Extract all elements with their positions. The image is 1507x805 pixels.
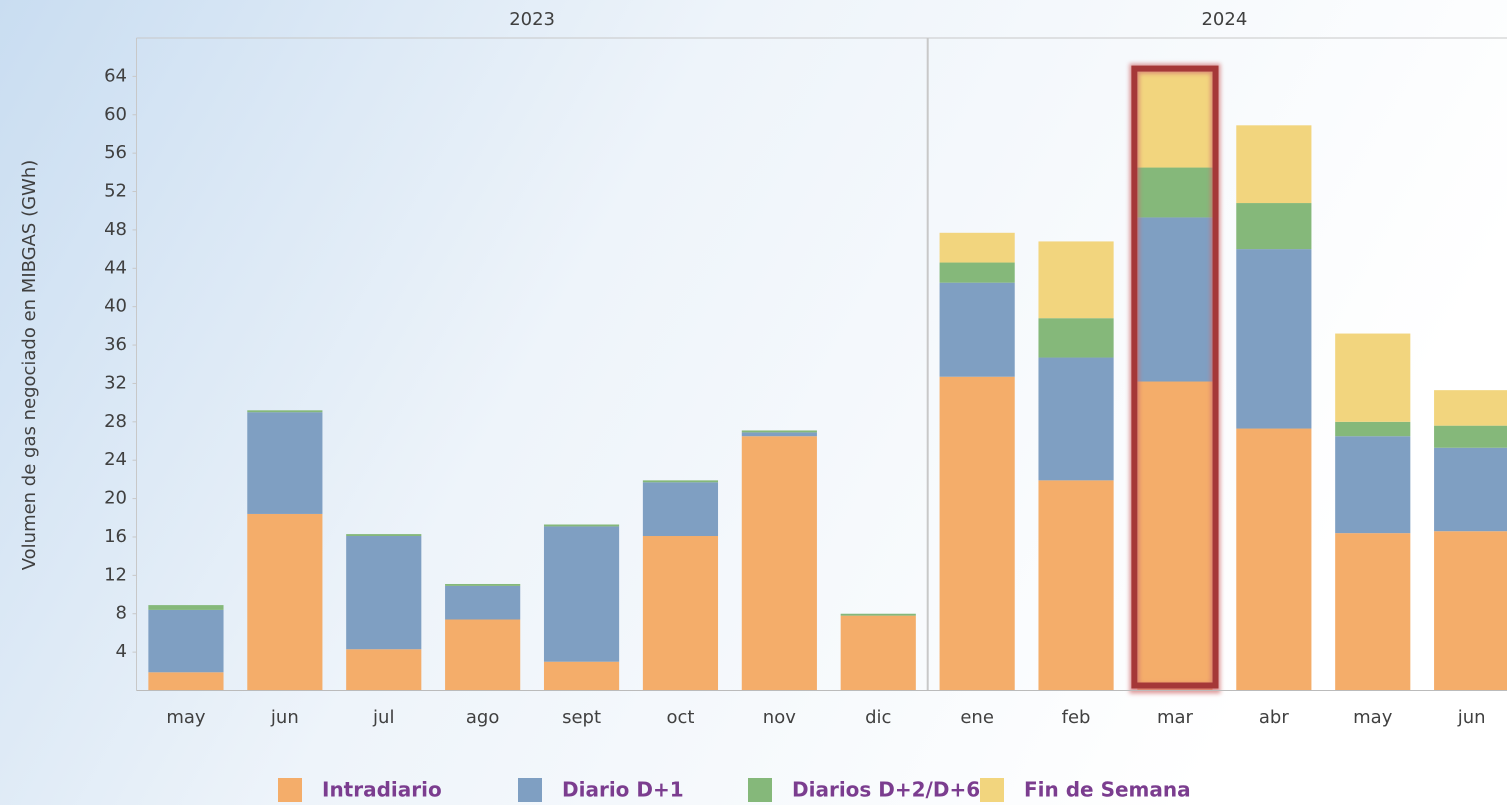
bar-segment (741, 430, 817, 433)
x-tick-label: ene (960, 707, 994, 728)
y-tick-label: 40 (104, 296, 127, 317)
bar-segment (1137, 381, 1213, 691)
y-tick-label: 56 (104, 142, 127, 163)
x-tick-label: nov (763, 707, 796, 728)
bar-segment (346, 536, 422, 650)
bar-segment (247, 412, 323, 514)
legend-label: Diarios D+2/D+6 (792, 778, 980, 802)
bar-segment (1236, 125, 1312, 204)
bar-segment (1137, 71, 1213, 168)
bar-segment (148, 605, 224, 610)
y-tick-label: 24 (104, 449, 127, 470)
legend-label: Diario D+1 (562, 778, 684, 802)
x-tick-label: oct (666, 707, 694, 728)
y-tick-label: 60 (104, 104, 127, 125)
bar-segment (939, 232, 1015, 263)
bar-segment (1038, 241, 1114, 319)
bar-segment (247, 513, 323, 691)
x-tick-label: jul (372, 707, 394, 728)
bar-segment (1038, 480, 1114, 691)
bar-segment (1434, 425, 1507, 448)
year-label: 2023 (509, 9, 555, 30)
bar-segment (939, 376, 1015, 691)
bar-segment (1434, 447, 1507, 532)
x-tick-label: dic (865, 707, 891, 728)
legend-swatch (278, 778, 302, 802)
x-tick-label: ago (466, 707, 499, 728)
y-tick-label: 52 (104, 181, 127, 202)
bar-segment (148, 609, 224, 673)
y-tick-label: 16 (104, 526, 127, 547)
y-tick-label: 48 (104, 219, 127, 240)
x-tick-label: may (166, 707, 206, 728)
bar-segment (1335, 421, 1411, 437)
x-tick-label: abr (1259, 707, 1289, 728)
bar-segment (543, 661, 620, 691)
bar-segment (1335, 533, 1411, 691)
bar-segment (939, 282, 1015, 377)
bar-segment (346, 649, 422, 691)
y-tick-label: 12 (104, 564, 127, 585)
bar-segment (346, 534, 422, 537)
bar-segment (543, 526, 620, 662)
bar-segment (445, 583, 521, 586)
legend-swatch (980, 778, 1004, 802)
bar-segment (543, 524, 620, 527)
legend-swatch (748, 778, 772, 802)
bar-segment (741, 432, 817, 437)
y-tick-label: 8 (116, 603, 127, 624)
bar-segment (1137, 167, 1213, 218)
bar-segment (247, 410, 323, 413)
bar-segment (840, 615, 916, 691)
bar-segment (741, 436, 817, 691)
bar-segment (939, 262, 1015, 283)
y-tick-label: 32 (104, 372, 127, 393)
bar-segment (1137, 217, 1213, 382)
bar-segment (1038, 357, 1114, 481)
y-tick-label: 28 (104, 411, 127, 432)
x-tick-label: sept (562, 707, 601, 728)
bar-segment (642, 482, 719, 537)
bar-segment (642, 536, 719, 691)
bar-segment (642, 480, 719, 483)
y-tick-label: 20 (104, 488, 127, 509)
y-tick-label: 64 (104, 65, 127, 86)
bar-segment (1434, 390, 1507, 426)
bar-segment (840, 613, 916, 616)
bar-segment (1236, 203, 1312, 250)
bar-segment (1335, 436, 1411, 534)
y-axis-label: Volumen de gas negociado en MIBGAS (GWh) (19, 160, 40, 571)
x-tick-label: feb (1062, 707, 1091, 728)
year-label: 2024 (1201, 9, 1247, 30)
x-tick-label: may (1353, 707, 1393, 728)
x-tick-label: mar (1157, 707, 1194, 728)
legend-label: Intradiario (322, 778, 442, 802)
bar-segment (1236, 428, 1312, 691)
bar-segment (1335, 333, 1411, 422)
bar-segment (1434, 531, 1507, 691)
highlight-box (1131, 65, 1219, 689)
legend-swatch (518, 778, 542, 802)
x-tick-label: jun (270, 707, 299, 728)
legend-label: Fin de Semana (1024, 778, 1191, 802)
y-tick-label: 36 (104, 334, 127, 355)
bar-segment (148, 672, 224, 691)
bar-segment (1038, 318, 1114, 358)
bar-segment (1236, 249, 1312, 429)
bar-segment (445, 619, 521, 691)
y-tick-label: 4 (116, 641, 127, 662)
x-tick-label: jun (1457, 707, 1486, 728)
y-tick-label: 44 (104, 257, 127, 278)
bar-segment (445, 585, 521, 620)
